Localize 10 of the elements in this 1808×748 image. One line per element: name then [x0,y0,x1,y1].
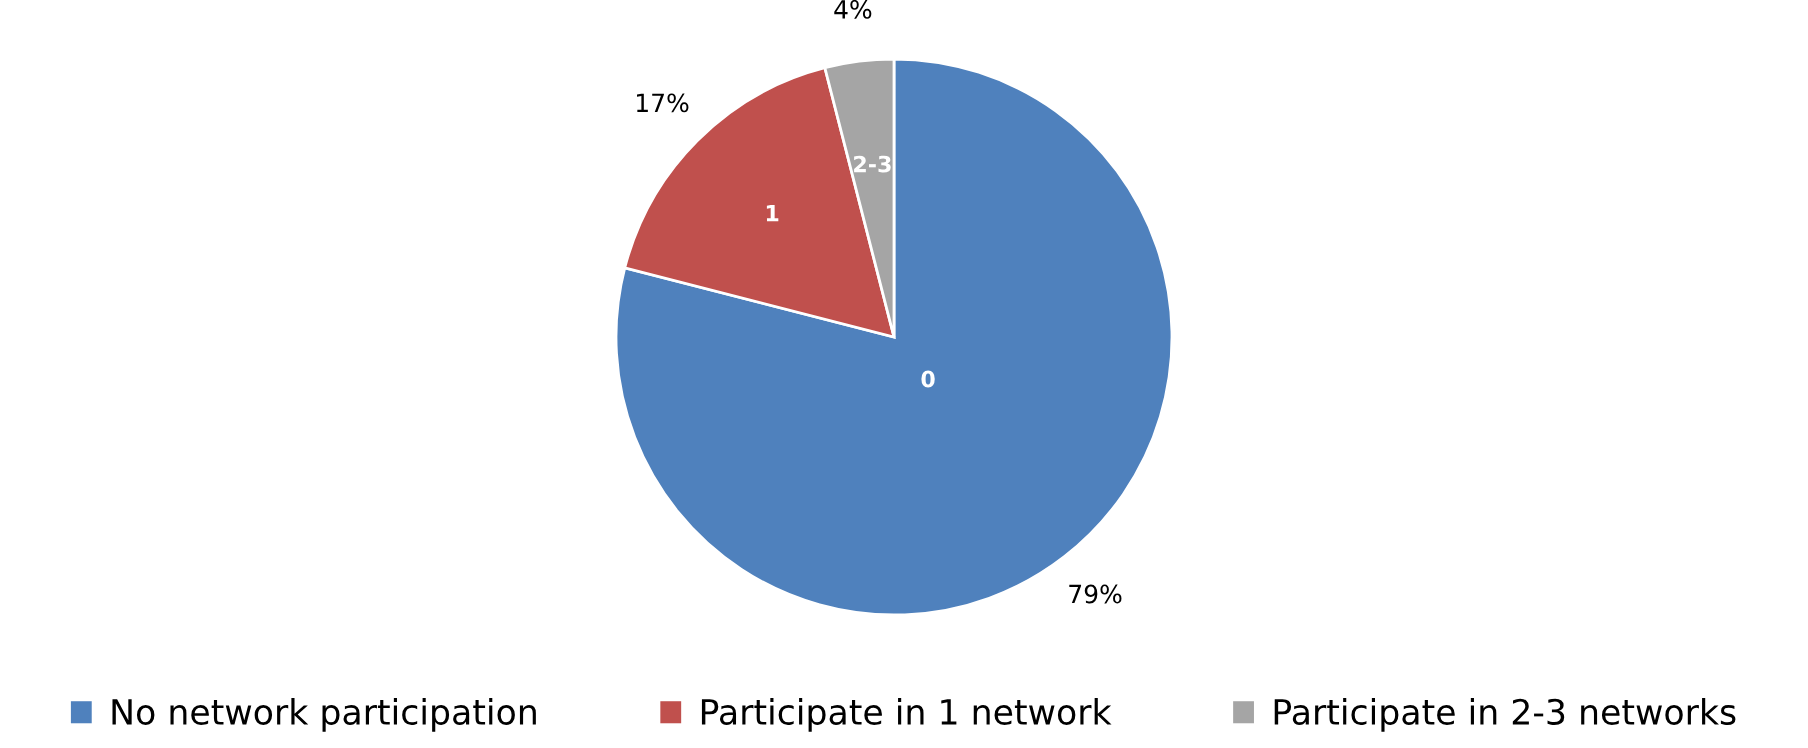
data-label: 79% [1069,584,1122,604]
text: 0 [921,370,935,388]
text: 1 [766,205,779,222]
legend-label: Participate in 2-3 networks [1274,698,1736,732]
data-label: 17% [637,93,689,113]
data-label: 4% [834,0,872,19]
text: 2-3 [854,155,891,173]
legend-label: No network participation [112,698,536,732]
legend-label: Participate in 1 network [701,698,1112,732]
pie-slice [614,57,1174,617]
